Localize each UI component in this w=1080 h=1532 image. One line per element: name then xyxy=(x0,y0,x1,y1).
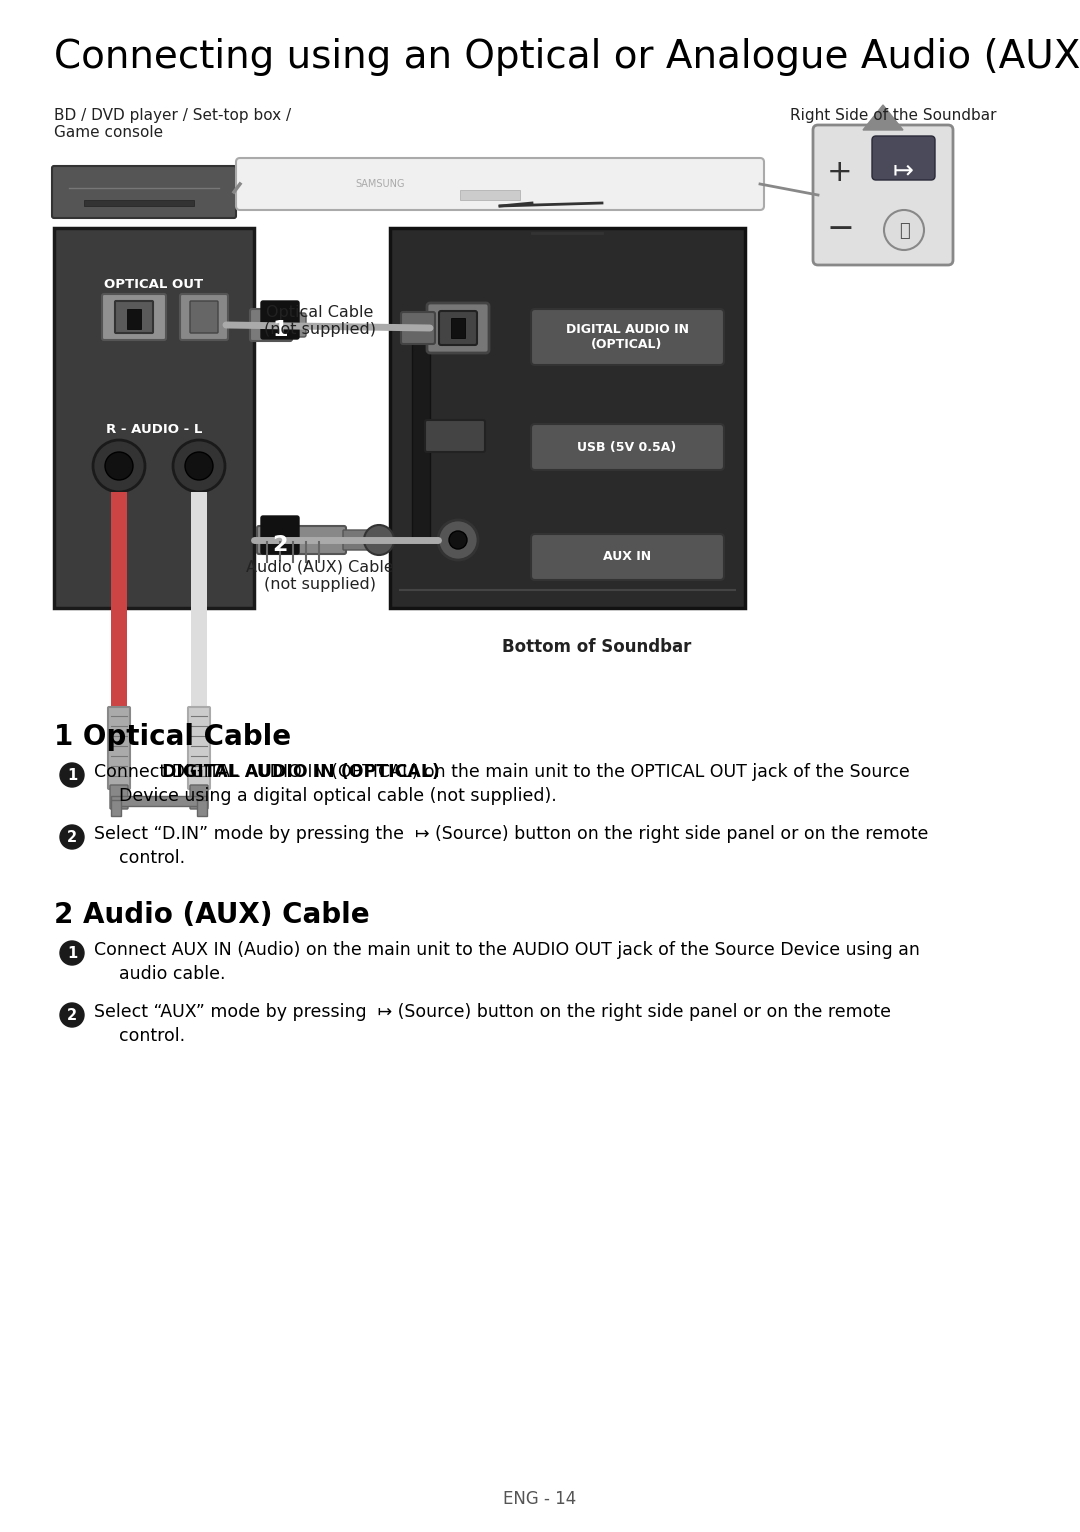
Text: Optical Cable
(not supplied): Optical Cable (not supplied) xyxy=(264,305,376,337)
Text: R - AUDIO - L: R - AUDIO - L xyxy=(106,423,202,437)
Text: 2: 2 xyxy=(67,830,77,846)
Circle shape xyxy=(60,826,84,849)
Circle shape xyxy=(185,452,213,480)
Text: control.: control. xyxy=(119,1026,185,1045)
Polygon shape xyxy=(863,106,903,130)
FancyBboxPatch shape xyxy=(813,126,953,265)
Text: 1: 1 xyxy=(67,945,77,961)
FancyBboxPatch shape xyxy=(282,313,306,337)
Bar xyxy=(390,228,745,608)
Bar xyxy=(411,339,430,538)
Text: Right Side of the Soundbar: Right Side of the Soundbar xyxy=(789,107,997,123)
Text: 1: 1 xyxy=(272,320,287,340)
Text: OPTICAL OUT: OPTICAL OUT xyxy=(105,277,203,291)
Text: 2: 2 xyxy=(272,535,287,555)
Text: 2 Audio (AUX) Cable: 2 Audio (AUX) Cable xyxy=(54,901,369,928)
Text: USB (5V 0.5A): USB (5V 0.5A) xyxy=(578,441,677,453)
Circle shape xyxy=(60,763,84,787)
Circle shape xyxy=(93,440,145,492)
Text: audio cable.: audio cable. xyxy=(119,965,226,984)
FancyBboxPatch shape xyxy=(531,424,724,470)
FancyBboxPatch shape xyxy=(438,311,477,345)
Text: DIGITAL AUDIO IN (OPTICAL): DIGITAL AUDIO IN (OPTICAL) xyxy=(162,763,440,781)
Circle shape xyxy=(449,532,467,548)
Bar xyxy=(197,800,207,817)
FancyBboxPatch shape xyxy=(343,530,370,550)
Text: Audio (AUX) Cable
(not supplied): Audio (AUX) Cable (not supplied) xyxy=(246,561,394,593)
Circle shape xyxy=(364,525,394,555)
FancyBboxPatch shape xyxy=(188,706,210,789)
Text: ↦: ↦ xyxy=(892,158,914,182)
Bar xyxy=(84,201,194,205)
Text: DIGITAL AUDIO IN
(OPTICAL): DIGITAL AUDIO IN (OPTICAL) xyxy=(566,323,689,351)
Text: Device using a digital optical cable (not supplied).: Device using a digital optical cable (no… xyxy=(119,787,557,804)
Text: Connect AUX IN (Audio) on the main unit to the AUDIO OUT jack of the Source Devi: Connect AUX IN (Audio) on the main unit … xyxy=(94,941,920,959)
Bar xyxy=(111,800,121,817)
Text: ENG - 14: ENG - 14 xyxy=(503,1491,577,1507)
Circle shape xyxy=(60,941,84,965)
Circle shape xyxy=(438,519,478,561)
Text: 1 Optical Cable: 1 Optical Cable xyxy=(54,723,292,751)
FancyBboxPatch shape xyxy=(114,300,153,332)
Text: Bottom of Soundbar: Bottom of Soundbar xyxy=(502,637,691,656)
FancyBboxPatch shape xyxy=(180,294,228,340)
FancyBboxPatch shape xyxy=(102,294,166,340)
FancyBboxPatch shape xyxy=(531,309,724,365)
FancyBboxPatch shape xyxy=(257,525,346,555)
Text: Select “AUX” mode by pressing  ↦ (Source) button on the right side panel or on t: Select “AUX” mode by pressing ↦ (Source)… xyxy=(94,1003,891,1020)
FancyBboxPatch shape xyxy=(110,784,129,809)
FancyBboxPatch shape xyxy=(261,516,299,555)
FancyBboxPatch shape xyxy=(427,303,489,352)
FancyBboxPatch shape xyxy=(426,420,485,452)
FancyBboxPatch shape xyxy=(52,165,237,218)
FancyBboxPatch shape xyxy=(401,313,435,345)
FancyBboxPatch shape xyxy=(872,136,935,179)
Circle shape xyxy=(105,452,133,480)
Text: −: − xyxy=(826,211,854,245)
Text: ⏻: ⏻ xyxy=(899,222,909,241)
Text: AUX IN: AUX IN xyxy=(603,550,651,564)
Text: Connecting using an Optical or Analogue Audio (AUX) Cable: Connecting using an Optical or Analogue … xyxy=(54,38,1080,77)
Text: +: + xyxy=(827,158,853,187)
FancyBboxPatch shape xyxy=(190,300,218,332)
FancyBboxPatch shape xyxy=(237,158,764,210)
Circle shape xyxy=(173,440,225,492)
Bar xyxy=(460,190,519,201)
Circle shape xyxy=(60,1003,84,1026)
Text: BD / DVD player / Set-top box /
Game console: BD / DVD player / Set-top box / Game con… xyxy=(54,107,292,141)
Bar xyxy=(451,319,465,339)
Text: SAMSUNG: SAMSUNG xyxy=(355,179,405,188)
Text: control.: control. xyxy=(119,849,185,867)
Bar xyxy=(191,492,207,708)
FancyBboxPatch shape xyxy=(249,309,292,342)
Text: Connect DIGITAL AUDIO IN (OPTICAL) on the main unit to the OPTICAL OUT jack of t: Connect DIGITAL AUDIO IN (OPTICAL) on th… xyxy=(94,763,909,781)
FancyBboxPatch shape xyxy=(531,535,724,581)
FancyBboxPatch shape xyxy=(108,706,130,789)
Bar xyxy=(111,492,127,708)
Bar xyxy=(111,797,207,806)
Text: 2: 2 xyxy=(67,1008,77,1023)
Bar xyxy=(127,309,141,329)
Text: 1: 1 xyxy=(67,768,77,783)
Bar xyxy=(54,228,254,608)
Text: Select “D.IN” mode by pressing the  ↦ (Source) button on the right side panel or: Select “D.IN” mode by pressing the ↦ (So… xyxy=(94,826,929,843)
Circle shape xyxy=(885,210,924,250)
FancyBboxPatch shape xyxy=(190,784,208,809)
FancyBboxPatch shape xyxy=(261,300,299,339)
